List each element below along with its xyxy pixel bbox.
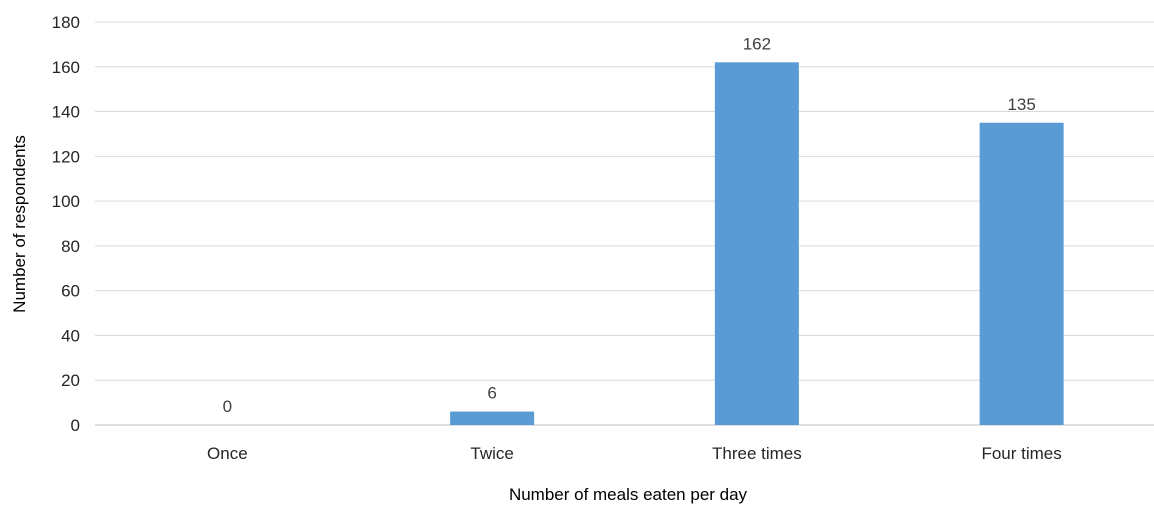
y-tick-label: 120 [52, 147, 80, 166]
y-tick-label: 60 [61, 282, 80, 301]
bars [450, 62, 1064, 426]
x-tick-label: Twice [470, 444, 513, 463]
y-tick-label: 40 [61, 326, 80, 345]
x-axis-ticks: Once Twice Three times Four times [207, 444, 1062, 463]
y-axis-title: Number of respondents [10, 135, 29, 313]
bar [450, 411, 535, 425]
y-tick-label: 160 [52, 58, 80, 77]
x-tick-label: Once [207, 444, 248, 463]
data-label: 0 [223, 397, 232, 416]
y-tick-label: 0 [71, 416, 80, 435]
data-label: 162 [743, 34, 771, 53]
x-tick-label: Three times [712, 444, 802, 463]
y-tick-label: 100 [52, 192, 80, 211]
gridlines [95, 21, 1154, 426]
x-tick-label: Four times [981, 444, 1061, 463]
bar [979, 122, 1064, 425]
y-tick-label: 20 [61, 371, 80, 390]
x-axis-title: Number of meals eaten per day [509, 485, 748, 504]
data-label: 6 [487, 384, 496, 403]
y-tick-label: 140 [52, 103, 80, 122]
y-tick-label: 80 [61, 237, 80, 256]
data-labels: 0 6 162 135 [223, 34, 1036, 416]
y-tick-label: 180 [52, 13, 80, 32]
data-label: 135 [1007, 95, 1035, 114]
y-axis-ticks: 0 20 40 60 80 100 120 140 160 180 [52, 13, 80, 435]
bar [714, 62, 799, 426]
